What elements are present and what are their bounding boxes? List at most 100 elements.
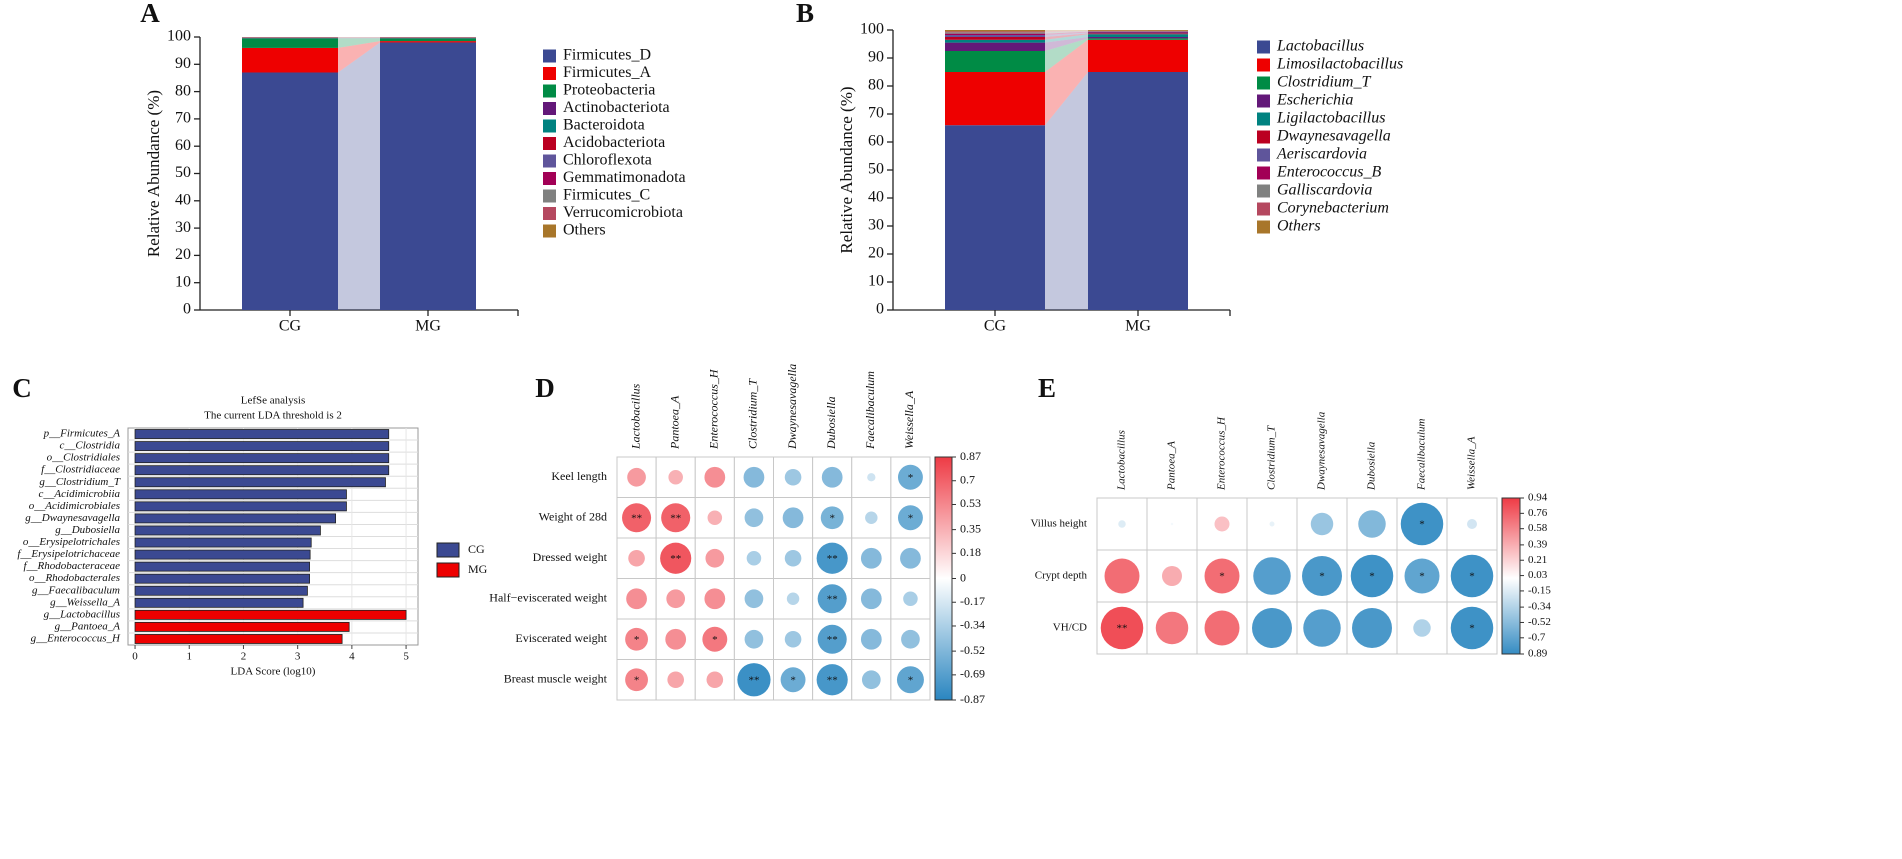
legend-swatch — [436, 562, 460, 578]
bar-segment — [945, 72, 1045, 126]
bar — [134, 537, 312, 548]
legend-label: Galliscardovia — [1277, 182, 1372, 199]
row-label: Crypt depth — [1035, 570, 1088, 582]
legend-label: Firmicutes_D — [563, 47, 651, 64]
legend-swatch — [1257, 166, 1270, 180]
flow — [338, 38, 380, 48]
significance: ** — [827, 553, 838, 565]
y-tick-label: 10 — [868, 273, 884, 290]
bar — [134, 634, 343, 644]
legend-swatch — [543, 102, 556, 115]
corr-circle — [744, 629, 764, 649]
corr-circle — [744, 589, 764, 609]
category-label: g__Faecalibaculum — [32, 584, 120, 596]
bar — [134, 549, 311, 560]
legend-label: Corynebacterium — [1277, 200, 1389, 217]
corr-circle — [1358, 510, 1386, 538]
colorbar-tick-label: -0.87 — [960, 692, 985, 706]
y-tick-label: 70 — [868, 105, 884, 122]
colorbar-tick-label: 0.21 — [1528, 554, 1547, 566]
bar-segment — [945, 125, 1045, 310]
legend-swatch — [543, 119, 556, 133]
bar-segment — [380, 38, 476, 42]
corr-circle — [667, 671, 684, 689]
significance: * — [1219, 571, 1225, 583]
column-label: Faecalibaculum — [863, 371, 877, 450]
y-tick-label: 100 — [860, 21, 884, 38]
bar — [134, 453, 390, 464]
corr-circle — [705, 548, 725, 568]
y-tick-label: 30 — [868, 217, 884, 234]
bar-segment — [945, 42, 1045, 51]
bar — [134, 489, 347, 500]
y-tick-label: 40 — [175, 191, 191, 208]
corr-circle — [816, 542, 848, 574]
bar-segment — [1088, 34, 1188, 37]
significance: ** — [827, 674, 838, 686]
legend-label: Lactobacillus — [1276, 38, 1364, 55]
row-label: Dressed weight — [533, 550, 608, 564]
category-label: g__Enterococcus_H — [31, 633, 121, 645]
bar-segment — [1088, 72, 1188, 310]
column-label: Weissella_A — [902, 390, 916, 449]
legend-label: CG — [468, 542, 485, 556]
legend-swatch — [1257, 202, 1270, 216]
y-axis-label: Relative Abundance (%) — [144, 90, 163, 257]
flow — [1045, 32, 1088, 37]
legend-swatch — [543, 207, 556, 220]
significance: * — [1369, 571, 1375, 583]
chart-title: LefSe analysis — [241, 395, 305, 407]
y-tick-label: 70 — [175, 110, 191, 127]
colorbar-tick-label: 0.89 — [1528, 648, 1548, 660]
legend-swatch — [1257, 130, 1270, 144]
corr-circle — [1350, 554, 1394, 598]
category-label: f__Rhodobacteraceae — [23, 560, 120, 572]
corr-circle — [820, 506, 844, 530]
corr-circle — [1450, 606, 1494, 650]
bar-segment — [1088, 31, 1188, 32]
corr-circle — [627, 467, 646, 487]
corr-circle — [625, 668, 648, 692]
legend-label: Bacteroidota — [563, 117, 645, 134]
x-tick-label: 5 — [403, 651, 409, 663]
corr-circle — [897, 464, 923, 490]
colorbar-tick-label: 0.58 — [1528, 522, 1548, 534]
legend-label: Escherichia — [1276, 92, 1353, 109]
colorbar-tick-label: -0.34 — [960, 618, 985, 632]
bar-segment — [1088, 38, 1188, 40]
bar-segment — [945, 33, 1045, 36]
significance: * — [790, 674, 796, 686]
colorbar-tick-label: 0.39 — [1528, 538, 1548, 550]
y-tick-label: 80 — [868, 77, 884, 94]
corr-circle — [625, 627, 648, 651]
legend-swatch — [1257, 184, 1270, 198]
legend-swatch — [1257, 40, 1270, 54]
corr-circle — [1104, 558, 1140, 594]
corr-circle — [704, 466, 726, 488]
legend-label: Actinobacteriota — [563, 99, 670, 116]
y-tick-label: 90 — [175, 55, 191, 72]
corr-circle — [901, 629, 920, 649]
legend-swatch — [543, 137, 556, 150]
column-label: Enterococcus_H — [1216, 416, 1228, 491]
y-tick-label: 100 — [167, 28, 191, 45]
x-tick-label: 1 — [187, 651, 193, 663]
column-label: Dubosiella — [1366, 441, 1378, 491]
column-label: Clostridium_T — [746, 378, 760, 449]
corr-circle — [860, 547, 882, 569]
corr-circle — [704, 588, 726, 610]
y-tick-label: 50 — [868, 161, 884, 178]
flow — [338, 41, 380, 73]
bar-segment — [945, 35, 1045, 37]
corr-circle — [1162, 566, 1182, 586]
legend-label: Gemmatimonadota — [563, 169, 686, 186]
bar-segment — [380, 41, 476, 43]
legend-swatch — [1257, 76, 1270, 90]
significance: * — [908, 674, 914, 686]
corr-circle — [784, 549, 802, 567]
legend-swatch — [1257, 112, 1270, 126]
y-tick-label: 40 — [868, 189, 884, 206]
category-label: g__Dwaynesavagella — [25, 512, 120, 524]
corr-circle — [665, 628, 687, 650]
significance: ** — [670, 512, 681, 524]
